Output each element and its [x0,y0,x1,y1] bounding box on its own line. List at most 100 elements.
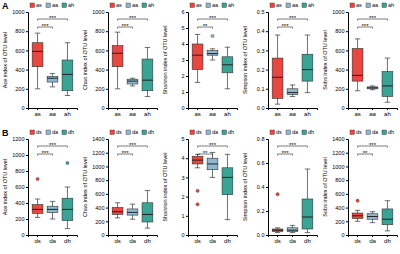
whisker-cap [130,78,135,79]
y-tick-mark [26,219,28,220]
y-tick: 0 [101,232,108,238]
x-tick-mark [307,108,308,110]
y-tick-mark [346,108,348,109]
legend-swatch [350,3,355,8]
y-tick-mark [186,44,188,45]
y-tick: 800 [335,177,348,183]
y-tick: 800 [95,28,108,34]
whisker-cap [195,82,200,83]
outlier [211,34,214,37]
whisker-cap [275,104,280,105]
y-tick: 800 [335,28,348,34]
whisker-cap [115,202,120,203]
outlier [36,177,39,180]
y-tick: 0.1 [257,86,268,92]
significance-label: *** [122,150,130,156]
x-tick-mark [197,108,198,110]
y-tick: 800 [15,168,28,174]
y-tick-label: 400 [335,67,344,73]
y-tick-mark [186,28,188,29]
box [127,209,138,215]
whisker-cap [35,33,40,34]
legend-label: aa [52,2,59,8]
x-tick: ah [384,108,391,117]
median [32,51,43,52]
median [287,92,298,93]
y-title: Simpson index of OTU level [242,26,248,94]
y-tick-label: 5 [181,136,184,142]
whisker-cap [210,48,215,49]
x-tick-label: da [289,238,296,244]
legend-label: ds [36,129,42,135]
y-tick-label: 400 [15,67,24,73]
legend-swatch [382,130,387,135]
y-tick-mark [26,70,28,71]
x-tick: aa [289,108,296,117]
significance: ****** [118,15,148,29]
median [62,209,73,210]
y-tick-label: 1 [181,89,184,95]
median [352,215,363,216]
significance-label: *** [289,15,297,21]
y-tick-label: 0 [181,105,184,111]
legend-label: da [212,129,219,135]
boxes [32,161,73,228]
whisker-cap [370,89,375,90]
significance-label: *** [282,23,290,29]
median [112,53,123,54]
x-axis: dsdadh [29,235,78,244]
y-tick: 0.0 [257,105,268,111]
outlier [196,189,199,192]
median [382,219,393,220]
x-tick-label: as [114,111,120,117]
y-tick: 600 [15,48,28,54]
legend-label: ah [308,2,314,8]
y-axis: 0200400600800100012001400 [92,136,108,238]
y-tick: 0 [341,105,348,111]
legend-label: dh [68,129,74,135]
whisker-cap [305,92,310,93]
x-tick-mark [372,235,373,237]
x-tick: da [369,235,376,244]
panel-letter: A [2,1,9,11]
y-tick: 400 [95,67,108,73]
significance-label: *** [129,142,137,148]
significance: *** *** [118,142,148,156]
whisker-cap [275,227,280,228]
y-tick-mark [186,12,188,13]
x-tick-mark [52,108,53,110]
whisker-cap [50,219,55,220]
legend-swatch [190,3,195,8]
x-tick: ds [194,235,200,244]
x-tick-mark [387,108,388,110]
legend-label: aa [292,2,299,8]
median [272,77,283,78]
median [367,216,378,217]
x-tick-label: ah [144,111,151,117]
whisker-cap [145,96,150,97]
legend-swatch [46,130,51,135]
x-tick-label: da [49,238,56,244]
y-tick-mark [186,139,188,140]
legend-swatch [270,130,275,135]
y-title: Sobs index of OTU level [322,30,328,89]
legend-label: ah [388,2,394,8]
y-tick: 600 [335,48,348,54]
y-tick-mark [106,12,108,13]
legend-label: dh [308,129,314,135]
y-tick: 200 [335,86,348,92]
y-tick-mark [186,108,188,109]
whisker-cap [385,230,390,231]
x-tick-label: aa [289,111,296,117]
x-tick: ds [354,235,360,244]
legend-label: da [372,129,379,135]
legend-swatch [382,3,387,8]
legend: asaaah [270,2,314,8]
y-tick-label: 200 [335,219,344,225]
x-tick-label: dh [384,238,391,244]
y-tick-label: 0.4 [257,28,265,34]
whisker-cap [145,228,150,229]
y-tick-label: 6 [181,9,184,15]
box [287,228,298,232]
x-tick-mark [117,108,118,110]
